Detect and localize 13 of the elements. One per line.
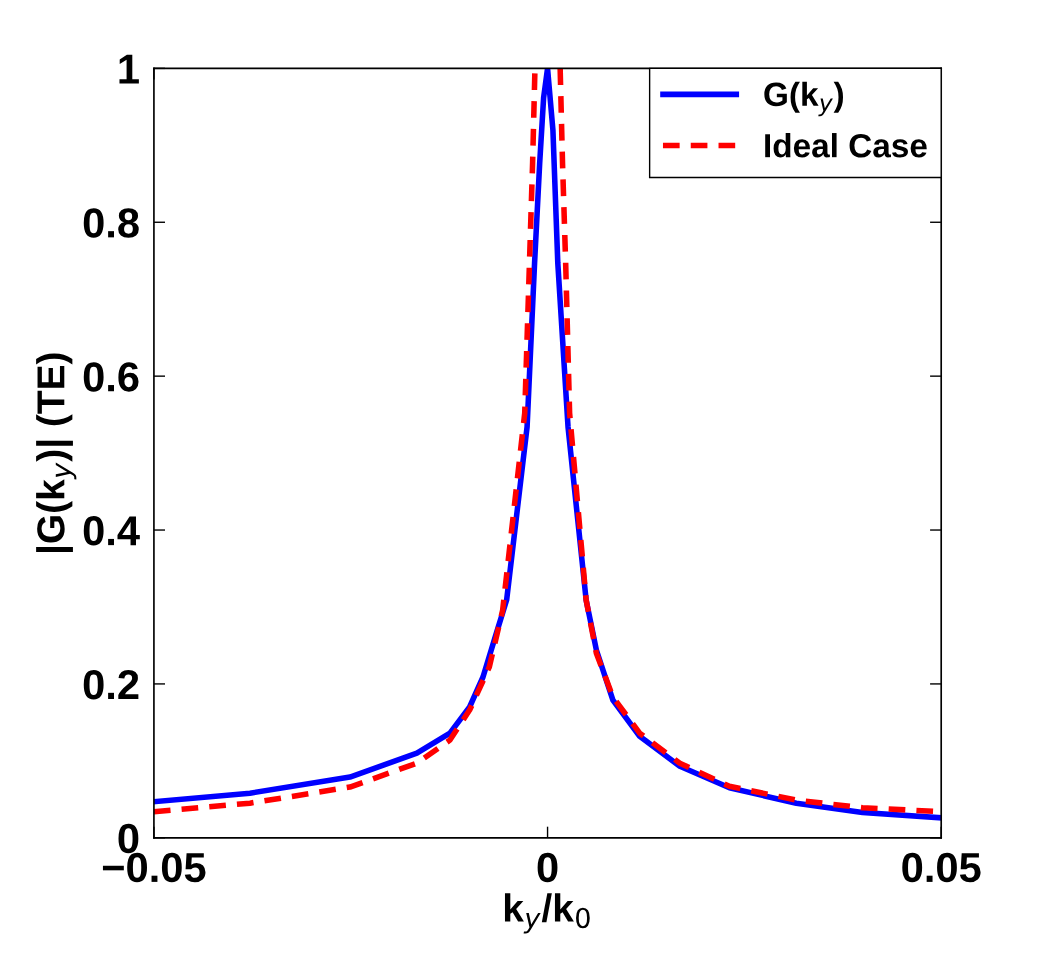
x-tick-label: −0.05 — [102, 852, 206, 883]
y-axis-title: |G(k$_{y}$)| (TE) — [36, 353, 77, 553]
y-tick-label: 1 — [119, 54, 139, 84]
y-tick-label: 0 — [118, 823, 139, 854]
x-tick-label: 0 — [537, 852, 558, 883]
x-tick-label: 0.05 — [902, 852, 981, 883]
y-tick-label: 0.8 — [83, 208, 139, 238]
y-tick-label: 0.4 — [83, 516, 140, 546]
x-axis-title: k$_{y}$/k$_{0}$ — [504, 893, 590, 934]
legend-label: G(k$_{y}$) — [764, 81, 844, 117]
y-tick-label: 0.2 — [83, 669, 139, 700]
y-tick-label: 0.6 — [83, 362, 139, 392]
legend-label: Ideal Case — [765, 133, 927, 158]
